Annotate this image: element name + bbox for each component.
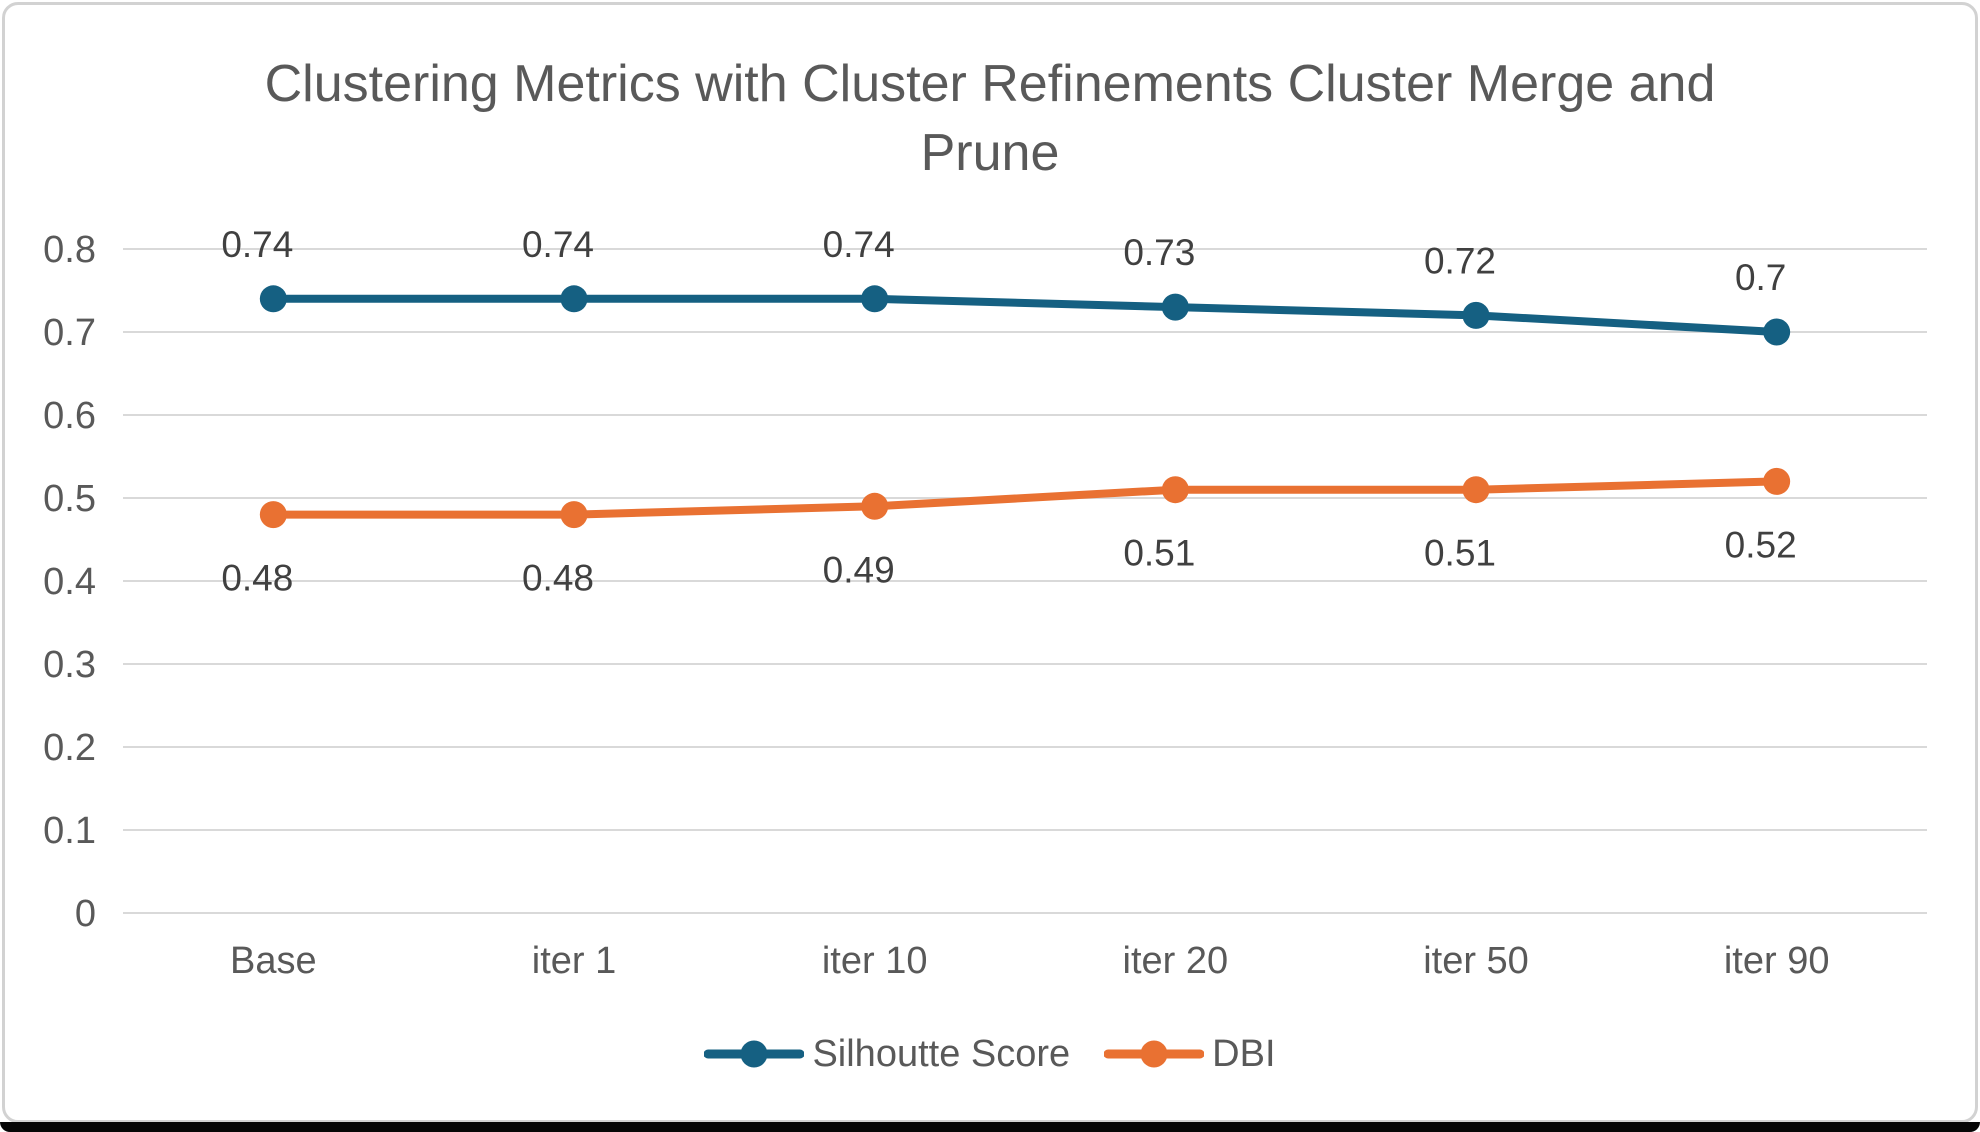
data-point-marker — [1763, 318, 1791, 346]
y-tick-label: 0.7 — [43, 312, 96, 354]
data-point-marker — [560, 285, 588, 313]
x-tick-label: Base — [230, 940, 317, 982]
x-tick-label: iter 20 — [1123, 940, 1229, 982]
y-tick-label: 0.2 — [43, 727, 96, 769]
data-label: 0.74 — [823, 224, 895, 265]
y-tick-label: 0.1 — [43, 810, 96, 852]
data-label: 0.52 — [1725, 524, 1797, 565]
data-label: 0.51 — [1123, 533, 1195, 574]
data-point-marker — [1462, 301, 1490, 329]
y-tick-label: 0.8 — [43, 229, 96, 271]
data-label: 0.74 — [522, 224, 594, 265]
legend-line-marker-icon — [1104, 1040, 1205, 1068]
data-label: 0.48 — [522, 558, 594, 599]
data-label: 0.49 — [823, 549, 895, 590]
data-label: 0.74 — [221, 224, 293, 265]
x-tick-label: iter 10 — [822, 940, 928, 982]
data-label: 0.51 — [1424, 533, 1496, 574]
data-point-marker — [1161, 476, 1189, 504]
y-tick-label: 0.6 — [43, 395, 96, 437]
data-point-marker — [560, 501, 588, 529]
data-point-marker — [1161, 293, 1189, 321]
legend-line-marker-icon — [704, 1040, 805, 1068]
series-line — [269, 477, 1781, 519]
data-point-marker — [1763, 467, 1791, 495]
x-tick-label: iter 50 — [1423, 940, 1529, 982]
data-point-marker — [861, 492, 889, 520]
data-point-marker — [259, 501, 287, 529]
data-point-marker — [259, 285, 287, 313]
data-label: 0.48 — [221, 558, 293, 599]
chart-title: Clustering Metrics with Cluster Refineme… — [264, 55, 1716, 182]
y-tick-label: 0.4 — [43, 561, 96, 603]
x-tick-label: iter 90 — [1724, 940, 1830, 982]
data-point-marker — [861, 285, 889, 313]
y-tick-label: 0 — [75, 893, 96, 935]
legend-item-silhoutte-score: Silhoutte Score — [704, 1033, 1070, 1076]
data-label: 0.72 — [1424, 240, 1496, 281]
legend-item-dbi: DBI — [1104, 1032, 1276, 1076]
bottom-edge-bar — [0, 1122, 1980, 1132]
legend-label: DBI — [1212, 1032, 1276, 1075]
y-tick-label: 0.5 — [43, 478, 96, 520]
y-tick-label: 0.3 — [43, 644, 96, 686]
data-label: 0.7 — [1735, 257, 1786, 298]
chart-legend: Silhoutte Score DBI — [0, 1030, 1980, 1078]
x-tick-label: iter 1 — [532, 940, 616, 982]
data-point-marker — [1462, 476, 1490, 504]
series-line — [269, 294, 1781, 336]
legend-label: Silhoutte Score — [812, 1032, 1071, 1075]
data-label: 0.73 — [1123, 232, 1195, 273]
